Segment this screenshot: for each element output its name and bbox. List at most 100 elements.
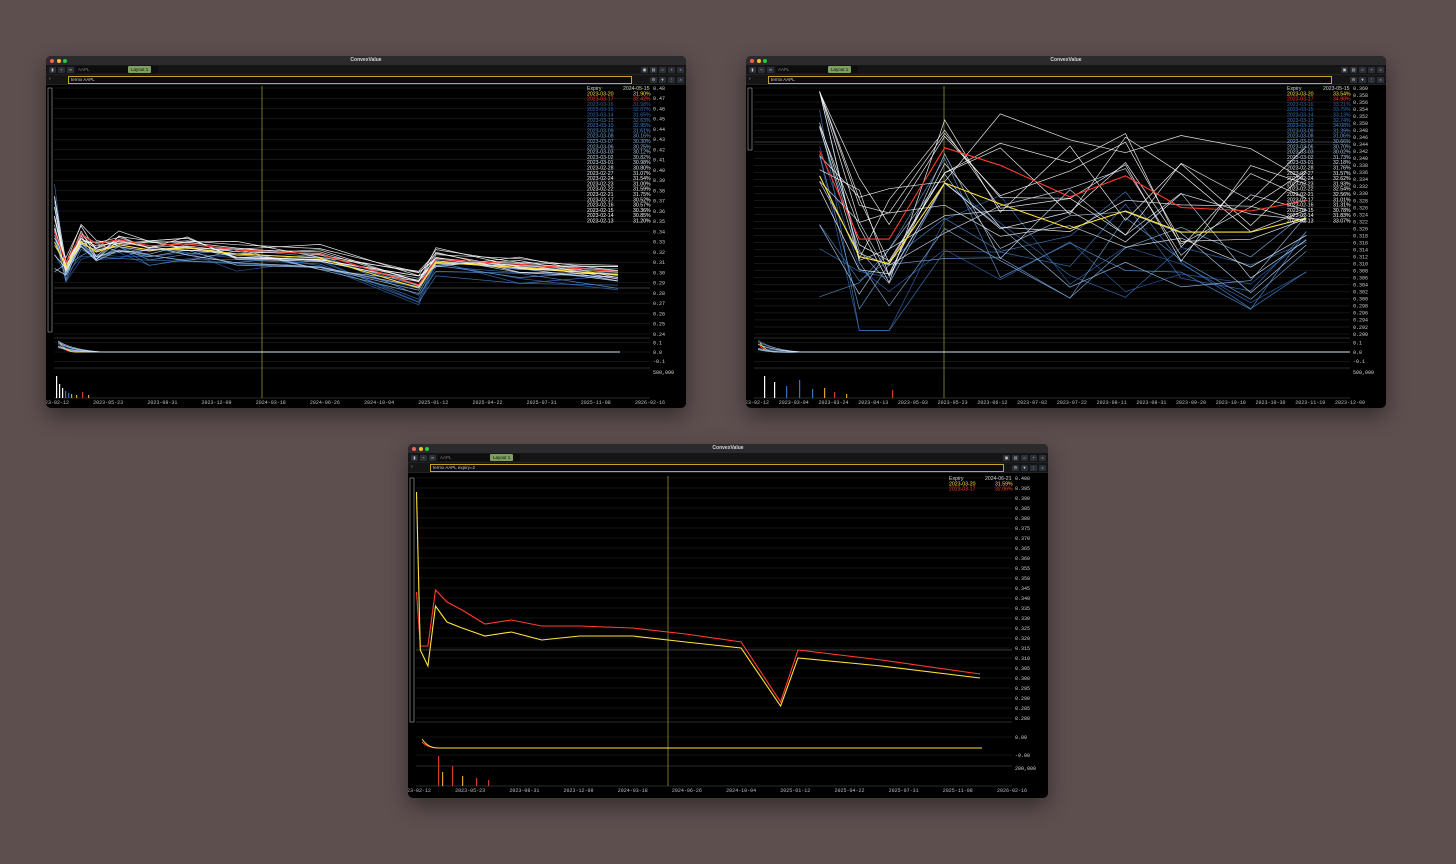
link-icon[interactable]: ∞ <box>767 66 774 73</box>
more-icon[interactable]: ⋮ <box>1368 76 1375 83</box>
prompt-chevron-icon: › <box>49 76 51 82</box>
save-icon[interactable]: ▣ <box>641 66 648 73</box>
window-titlebar[interactable]: ConvexValue <box>46 56 686 65</box>
x-tick-label: 2023-07-02 <box>1017 400 1047 406</box>
tab-layout-1[interactable]: Layout 1 <box>828 66 852 73</box>
convexvalue-window[interactable]: ConvexValue ▮ ⌁ ∞ AAPL Layout 1 ▣ ▤ ⌂ + … <box>46 56 686 408</box>
chart-icon[interactable]: ⌁ <box>758 66 765 73</box>
y-tick-label: 0.32 <box>653 250 665 256</box>
more-icon[interactable]: ⋮ <box>668 76 675 83</box>
sub-panel-line <box>57 346 620 353</box>
maximize-window-button[interactable] <box>425 446 429 451</box>
legend-expiry-value: 31.54% <box>633 176 651 182</box>
legend-expiry-date: 2023-03-07 <box>587 139 614 145</box>
legend-expiry-value: 32.18% <box>1333 160 1351 166</box>
window-controls[interactable] <box>750 58 767 63</box>
sub-panel-line <box>757 348 1350 353</box>
legend-expiry-date: 2023-02-13 <box>1287 219 1314 225</box>
chart-icon[interactable]: ⌁ <box>58 66 65 73</box>
volume-bar <box>774 382 776 398</box>
convexvalue-window[interactable]: ConvexValue ▮ ⌁ ∞ AAPL Layout 1 ▣ ▤ ⌂ + … <box>408 444 1048 798</box>
link-icon[interactable]: ∞ <box>67 66 74 73</box>
expiry-series-line <box>54 216 619 282</box>
ticker-input[interactable]: AAPL <box>776 66 858 73</box>
y-tick-label: 0.390 <box>1015 496 1030 502</box>
bookmark-icon[interactable]: ▼ <box>1359 76 1366 83</box>
add-icon[interactable]: + <box>1030 454 1037 461</box>
command-input[interactable]: termx AAPL expiry=2 <box>430 464 1004 472</box>
save-icon[interactable]: ▣ <box>1003 454 1010 461</box>
sidebar-toggle-icon[interactable]: ▮ <box>749 66 756 73</box>
legend-expiry-value: 31.20% <box>633 219 651 225</box>
term-structure-chart[interactable]: 0.360 0.358 0.356 0.354 0.352 0.350 0.348 0.346… <box>746 84 1386 408</box>
legend-header: Expiry <box>949 476 964 482</box>
close-window-button[interactable] <box>50 58 54 63</box>
tab-layout-1[interactable]: Layout 1 <box>490 454 514 461</box>
y-tick-label: 0.36 <box>653 209 665 215</box>
window-titlebar[interactable]: ConvexValue <box>408 444 1048 453</box>
expiry-series-line <box>819 91 1307 264</box>
ticker-input[interactable]: AAPL <box>76 66 158 73</box>
minimize-window-button[interactable] <box>56 58 61 63</box>
legend-expiry-value: 32.95% <box>633 123 651 129</box>
home-icon[interactable]: ⌂ <box>1021 454 1028 461</box>
close-panel-icon[interactable]: × <box>1377 76 1384 83</box>
maximize-window-button[interactable] <box>63 58 67 63</box>
expiry-series-line <box>819 154 1307 310</box>
more-icon[interactable]: ⋮ <box>1030 464 1037 471</box>
expiry-series-line <box>819 146 1307 292</box>
minimize-window-button[interactable] <box>756 58 761 63</box>
term-structure-svg[interactable]: 0.400 0.395 0.390 0.385 0.380 0.375 0.370 0.365… <box>408 472 1048 798</box>
chart-icon[interactable]: ⌁ <box>420 454 427 461</box>
settings-icon[interactable]: ⚙ <box>1350 76 1357 83</box>
close-icon[interactable]: × <box>677 66 684 73</box>
save-as-icon[interactable]: ▤ <box>1350 66 1357 73</box>
sub-panel-line <box>421 741 982 749</box>
scroll-handle <box>747 87 753 151</box>
term-structure-chart[interactable]: 0.48 0.47 0.46 0.45 0.44 0.43 0.42 0.41 0.40 0.39… <box>46 84 686 408</box>
close-icon[interactable]: × <box>1377 66 1384 73</box>
close-panel-icon[interactable]: × <box>1039 464 1046 471</box>
legend-expiry-date: 2023-03-17 <box>587 97 614 103</box>
link-icon[interactable]: ∞ <box>429 454 436 461</box>
maximize-window-button[interactable] <box>763 58 767 63</box>
minimize-window-button[interactable] <box>418 446 423 451</box>
settings-icon[interactable]: ⚙ <box>650 76 657 83</box>
bookmark-icon[interactable]: ▼ <box>1021 464 1028 471</box>
close-window-button[interactable] <box>750 58 754 63</box>
x-tick-label: 2025-04-22 <box>834 788 864 794</box>
close-window-button[interactable] <box>412 446 416 451</box>
home-icon[interactable]: ⌂ <box>659 66 666 73</box>
convexvalue-window[interactable]: ConvexValue ▮ ⌁ ∞ AAPL Layout 1 ▣ ▤ ⌂ + … <box>746 56 1386 408</box>
home-icon[interactable]: ⌂ <box>1359 66 1366 73</box>
save-icon[interactable]: ▣ <box>1341 66 1348 73</box>
ticker-input[interactable]: AAPL <box>438 454 520 461</box>
add-icon[interactable]: + <box>668 66 675 73</box>
settings-icon[interactable]: ⚙ <box>1012 464 1019 471</box>
term-structure-svg[interactable]: 0.3600.3580.3560.3540.3520.3500.3480.346… <box>746 84 1386 408</box>
save-as-icon[interactable]: ▤ <box>1012 454 1019 461</box>
bookmark-icon[interactable]: ▼ <box>659 76 666 83</box>
x-tick-label: 2023-03-24 <box>818 400 848 406</box>
expiry-series-line <box>819 91 1307 268</box>
tab-layout-1[interactable]: Layout 1 <box>128 66 152 73</box>
command-input[interactable]: termx AAPL <box>68 76 632 84</box>
term-structure-chart[interactable]: 0.400 0.395 0.390 0.385 0.380 0.375 0.370 0.365… <box>408 472 1048 798</box>
legend-expiry-value: 31.06% <box>1333 134 1351 140</box>
command-input[interactable]: termx AAPL <box>768 76 1332 84</box>
toolbar: ▮ ⌁ ∞ AAPL Layout 1 ▣ ▤ ⌂ + × <box>746 65 1386 75</box>
legend-expiry-date: 2023-02-22 <box>1287 187 1314 193</box>
add-icon[interactable]: + <box>1368 66 1375 73</box>
sidebar-toggle-icon[interactable]: ▮ <box>411 454 418 461</box>
close-panel-icon[interactable]: × <box>677 76 684 83</box>
legend-expiry-date: 2023-03-20 <box>1287 91 1314 97</box>
window-controls[interactable] <box>50 58 67 63</box>
window-titlebar[interactable]: ConvexValue <box>746 56 1386 65</box>
sidebar-toggle-icon[interactable]: ▮ <box>49 66 56 73</box>
series-line-2023-03-17 <box>53 231 619 286</box>
save-as-icon[interactable]: ▤ <box>650 66 657 73</box>
window-controls[interactable] <box>412 446 429 451</box>
term-structure-svg[interactable]: 0.48 0.47 0.46 0.45 0.44 0.43 0.42 0.41 0.40 0.39… <box>46 84 686 408</box>
y-tick-label: 0.47 <box>653 96 665 102</box>
close-icon[interactable]: × <box>1039 454 1046 461</box>
